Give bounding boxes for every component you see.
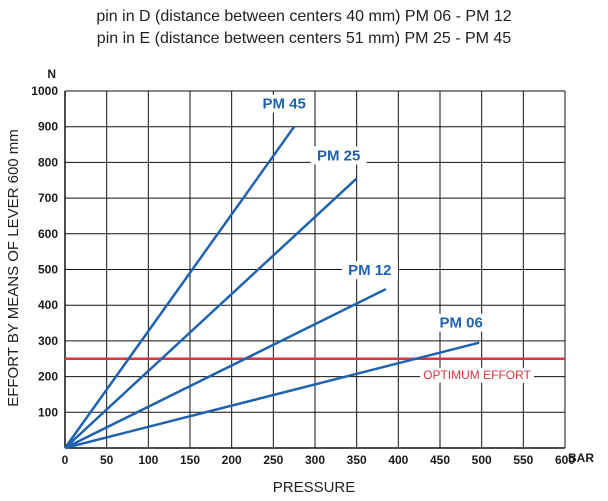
- series-label-pm-12: PM 12: [348, 262, 391, 279]
- chart-title-line-2: pin in E (distance between centers 51 mm…: [96, 30, 512, 47]
- series-label-pm-25: PM 25: [317, 147, 360, 164]
- y-tick-label-8: 900: [38, 120, 58, 134]
- tick-labels: 100 200 300 400 500 600 700 800 900 1000 0 50 100 150…: [31, 84, 575, 467]
- optimum-effort-label: OPTIMUM EFFORT: [423, 368, 531, 382]
- series-label-pm-45: PM 45: [262, 96, 305, 113]
- y-tick-label-7: 800: [38, 155, 58, 169]
- series-label-bg-1: [310, 146, 367, 165]
- series-line-pm-25: [64, 177, 358, 449]
- y-tick-label-6: 700: [38, 191, 58, 205]
- axes: [64, 91, 565, 449]
- x-tick-label-12: 600: [555, 453, 575, 467]
- y-tick-label-0: 100: [38, 405, 58, 419]
- x-tick-label-3: 150: [180, 453, 200, 467]
- x-tick-label-11: 550: [513, 453, 533, 467]
- series-line-pm-12: [64, 288, 387, 450]
- series-label-bg-3: [433, 313, 490, 332]
- x-tick-label-7: 350: [347, 453, 367, 467]
- x-tick-label-8: 400: [388, 453, 408, 467]
- y-tick-label-9: 1000: [31, 84, 58, 98]
- x-tick-label-0: 0: [62, 453, 69, 467]
- y-tick-label-4: 500: [38, 263, 58, 277]
- series-labels: PM 45 PM 25 PM 12 PM 06: [256, 94, 490, 332]
- y-tick-label-2: 300: [38, 334, 58, 348]
- grid: [65, 90, 566, 448]
- y-tick-label-3: 400: [38, 298, 58, 312]
- x-tick-label-6: 300: [305, 453, 325, 467]
- x-tick-label-2: 100: [138, 453, 158, 467]
- x-tick-label-5: 250: [263, 453, 283, 467]
- series-label-pm-06: PM 06: [439, 315, 482, 332]
- series-line-pm-45: [63, 125, 296, 449]
- optimum-effort-label-bg: [420, 367, 534, 383]
- y-unit-label: N: [47, 67, 56, 81]
- y-axis-title: EFFORT BY MEANS OF LEVER 600 mm: [5, 129, 22, 407]
- series-group: [63, 125, 480, 450]
- reference-line-group: OPTIMUM EFFORT: [65, 357, 565, 383]
- series-line-pm-06: [64, 341, 480, 450]
- chart-title-line-1: pin in D (distance between centers 40 mm…: [96, 8, 512, 25]
- x-tick-label-1: 50: [100, 453, 114, 467]
- series-label-bg-0: [256, 94, 313, 113]
- x-unit-label: BAR: [568, 451, 594, 465]
- x-axis-title: PRESSURE: [273, 479, 356, 496]
- x-tick-label-10: 500: [472, 453, 492, 467]
- y-tick-label-1: 200: [38, 370, 58, 384]
- series-label-bg-2: [341, 261, 398, 280]
- x-tick-label-4: 200: [222, 453, 242, 467]
- x-tick-label-9: 450: [430, 453, 450, 467]
- y-tick-label-5: 600: [38, 227, 58, 241]
